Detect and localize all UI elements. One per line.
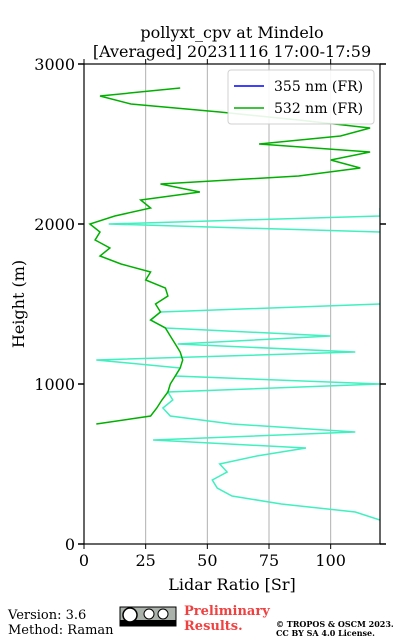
copyright: © TROPOS & OSCM 2023. [276,619,394,629]
y-axis-label: Height (m) [9,260,28,348]
data-line [88,87,371,425]
license: CC BY SA 4.0 License. [276,628,375,638]
chart-title: [Averaged] 20231116 17:00-17:59 [93,42,371,61]
legend-label: 355 nm (FR) [274,79,363,95]
y-tick-label: 0 [65,535,75,554]
plot-frame [83,63,381,545]
status: Results. [184,619,243,634]
x-axis-label: Lidar Ratio [Sr] [168,575,296,594]
legend-label: 532 nm (FR) [274,101,363,117]
data-line [96,303,380,521]
method: Method: Raman [8,623,114,638]
status: Preliminary [184,604,270,619]
x-tick-label: 75 [259,551,279,570]
x-tick-label: 50 [197,551,217,570]
legend-box [227,69,375,125]
chart-title: pollyxt_cpv at Mindelo [140,23,323,42]
plot-lines [88,87,380,521]
y-tick-label: 2000 [34,215,75,234]
y-tick-label: 3000 [34,55,75,74]
x-tick-label: 0 [79,551,89,570]
x-tick-label: 100 [315,551,346,570]
cc-badge [119,606,177,627]
y-tick-label: 1000 [34,375,75,394]
version: Version: 3.6 [7,608,86,623]
data-line [108,208,380,233]
x-tick-label: 25 [135,551,155,570]
